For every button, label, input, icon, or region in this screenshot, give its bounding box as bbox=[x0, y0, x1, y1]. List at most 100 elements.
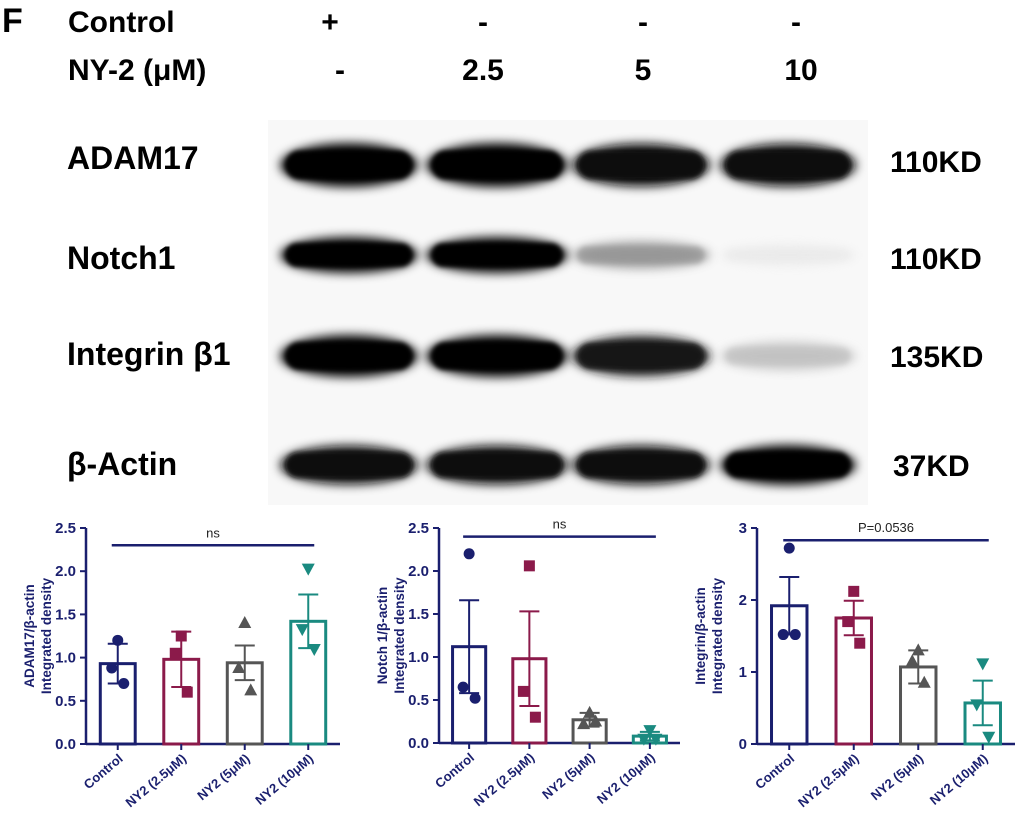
blot-band-core bbox=[286, 342, 412, 370]
blot-band-core bbox=[578, 246, 704, 264]
data-point bbox=[112, 634, 124, 646]
data-point bbox=[181, 686, 193, 698]
data-point bbox=[118, 678, 130, 690]
blot-band-core bbox=[286, 452, 412, 478]
y-tick-label: 0.0 bbox=[55, 736, 76, 753]
bar bbox=[834, 616, 873, 746]
notch1-bar-chart: 0.0 0.5 1.0 1.5 2.0 2.5 Notch 1/β-actin Integra… bbox=[375, 517, 680, 809]
x-tick-label: NY2 (5μM) bbox=[194, 751, 252, 803]
y-tick-label: 2.0 bbox=[408, 563, 429, 580]
data-point bbox=[789, 629, 801, 641]
y-tick-label: 0.5 bbox=[55, 693, 76, 710]
data-point bbox=[457, 681, 469, 693]
significance-label: P=0.0536 bbox=[858, 520, 914, 535]
kd-notch1: 110KD bbox=[890, 243, 982, 276]
x-tick-label: NY2 (10μM) bbox=[252, 751, 316, 808]
adam17-bar-chart: 0.0 0.5 1.0 1.5 2.0 2.5 ADAM17/β-actin Integrat… bbox=[22, 520, 340, 810]
blot-label-integrin: Integrin β1 bbox=[67, 336, 231, 372]
y-tick-label: 2.0 bbox=[55, 563, 76, 580]
control-val-3: - bbox=[638, 6, 648, 39]
x-tick-label: NY2 (10μM) bbox=[594, 750, 658, 807]
x-tick-label: NY2 (2.5μM) bbox=[123, 751, 190, 810]
y-tick-label: 2 bbox=[739, 592, 747, 609]
control-val-4: - bbox=[791, 6, 801, 39]
control-val-1: + bbox=[321, 6, 339, 39]
blot-band-core bbox=[578, 452, 704, 478]
data-point bbox=[577, 717, 591, 730]
x-tick-label: NY2 (2.5μM) bbox=[471, 750, 538, 809]
y-tick-label: 1 bbox=[739, 664, 747, 681]
data-point bbox=[970, 699, 984, 712]
y-axis-label: Integrin/β-actin Integrated density bbox=[693, 577, 725, 694]
significance-label: ns bbox=[206, 525, 220, 540]
y-axis-label: Notch 1/β-actin Integrated density bbox=[375, 577, 407, 694]
significance-label: ns bbox=[553, 517, 567, 532]
data-point bbox=[106, 662, 118, 674]
data-point bbox=[307, 643, 321, 656]
data-point bbox=[589, 714, 603, 727]
ny2-val-2: 2.5 bbox=[462, 54, 504, 87]
y-tick-label: 1.0 bbox=[408, 649, 429, 666]
data-point bbox=[854, 637, 866, 649]
blot-band-core bbox=[578, 343, 704, 369]
data-point bbox=[911, 643, 925, 656]
data-point bbox=[583, 705, 597, 718]
data-point bbox=[905, 654, 919, 667]
y-tick-label: 0.5 bbox=[408, 692, 429, 709]
control-row-label: Control bbox=[68, 6, 175, 39]
y-tick-label: 2.5 bbox=[408, 520, 429, 537]
y-tick-label: 0 bbox=[739, 736, 747, 753]
blot-band-core bbox=[432, 342, 562, 370]
blot-band-core bbox=[286, 150, 412, 180]
data-point bbox=[295, 624, 309, 637]
data-point bbox=[169, 647, 181, 659]
y-tick-label: 3 bbox=[739, 520, 747, 537]
data-point bbox=[469, 692, 481, 704]
y-tick-label: 2.5 bbox=[55, 520, 76, 537]
data-point bbox=[777, 629, 789, 641]
data-point bbox=[917, 675, 931, 688]
data-point bbox=[649, 733, 663, 746]
data-point bbox=[463, 548, 475, 560]
x-tick-label: Control bbox=[432, 750, 477, 791]
x-tick-label: NY2 (2.5μM) bbox=[795, 751, 862, 810]
data-point bbox=[848, 585, 860, 597]
blot-band-core bbox=[286, 243, 412, 267]
x-tick-label: NY2 (5μM) bbox=[539, 750, 597, 802]
x-tick-label: Control bbox=[752, 751, 797, 792]
panel-letter: F bbox=[2, 2, 23, 40]
kd-adam17: 110KD bbox=[890, 146, 982, 179]
data-point bbox=[517, 685, 529, 697]
x-tick-label: Control bbox=[81, 751, 126, 792]
ny2-val-1: - bbox=[335, 54, 345, 87]
data-point bbox=[529, 711, 541, 723]
blot-band-core bbox=[726, 248, 850, 262]
data-point bbox=[301, 563, 315, 576]
blot-band-core bbox=[578, 151, 704, 179]
data-point bbox=[232, 660, 246, 673]
data-point bbox=[783, 542, 795, 554]
data-point bbox=[238, 616, 252, 629]
blot-label-notch1: Notch1 bbox=[67, 240, 176, 276]
blot-band-core bbox=[432, 452, 562, 478]
blot-band-core bbox=[432, 150, 562, 180]
western-blot-image bbox=[280, 143, 856, 485]
control-val-2: - bbox=[478, 6, 488, 39]
x-tick-label: NY2 (10μM) bbox=[927, 751, 991, 808]
y-tick-label: 1.0 bbox=[55, 650, 76, 667]
ny2-row-label: NY-2 (μM) bbox=[68, 54, 207, 87]
blot-band-core bbox=[432, 243, 562, 267]
blot-band-core bbox=[726, 452, 850, 478]
data-point bbox=[637, 733, 651, 746]
x-tick-label: NY2 (5μM) bbox=[868, 751, 926, 803]
blot-label-adam17: ADAM17 bbox=[67, 140, 199, 176]
data-point bbox=[643, 725, 657, 738]
data-point bbox=[982, 731, 996, 744]
blot-band-core bbox=[726, 151, 850, 179]
data-point bbox=[523, 560, 535, 572]
y-tick-label: 1.5 bbox=[408, 606, 429, 623]
blot-band-core bbox=[726, 346, 850, 366]
kd-integrin: 135KD bbox=[890, 341, 984, 374]
data-point bbox=[244, 683, 258, 696]
ny2-val-3: 5 bbox=[634, 54, 652, 87]
